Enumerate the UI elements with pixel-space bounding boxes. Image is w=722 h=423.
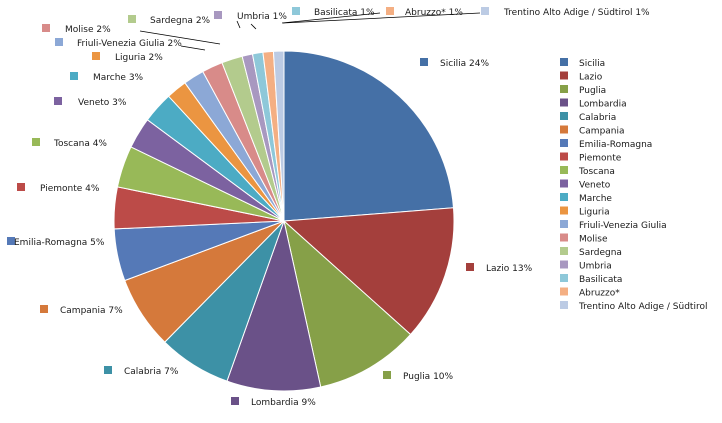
legend-swatch-liguria [560, 206, 568, 215]
legend-label-abruzzo: Abruzzo* [579, 289, 620, 299]
legend-label-molise: Molise [579, 235, 608, 245]
legend-swatch-toscana [560, 166, 568, 174]
legend-swatch-sardegna [560, 247, 568, 255]
legend-label-veneto: Veneto [579, 181, 611, 191]
leader-line-trentino-alto-adige-s-dtirol [282, 12, 481, 24]
legend-swatch-calabria [560, 112, 568, 120]
pie-slices [113, 50, 455, 392]
data-label-key-liguria [92, 52, 100, 60]
data-label-key-sicilia [420, 58, 428, 66]
legend-label-marche: Marche [579, 194, 612, 204]
legend-label-toscana: Toscana [578, 167, 615, 177]
legend-swatch-sicilia [560, 58, 568, 66]
legend-swatch-friuli-venezia-giulia [560, 220, 568, 228]
pie-slice-sicilia [283, 50, 455, 222]
legend-label-lombardia: Lombardia [579, 100, 627, 110]
leader-line-abruzzo [281, 12, 381, 24]
legend: Sicilia Lazio Puglia Lombardia Calabria Campa… [560, 58, 707, 312]
legend-label-liguria: Liguria [579, 208, 610, 218]
legend-swatch-basilicata [560, 274, 568, 282]
data-label-campania: Campania 7% [60, 306, 123, 316]
legend-swatch-trentino-alto-adige-s-dtirol [560, 301, 568, 309]
legend-label-trentino-alto-adige-s-dtirol: Trentino Alto Adige / Südtirol [578, 302, 707, 312]
leader-line-basilicata [250, 23, 257, 30]
data-label-key-toscana [32, 138, 40, 146]
data-label-lazio: Lazio 13% [486, 264, 533, 274]
leader-line-molise [139, 30, 221, 45]
data-label-piemonte: Piemonte 4% [40, 184, 100, 194]
legend-swatch-lombardia [560, 98, 568, 107]
data-label-key-abruzzo [386, 7, 394, 15]
legend-label-calabria: Calabria [579, 113, 616, 123]
legend-label-emilia-romagna: Emilia-Romagna [579, 140, 652, 150]
data-label-puglia: Puglia 10% [403, 372, 454, 382]
legend-swatch-abruzzo [560, 287, 568, 296]
data-label-veneto: Veneto 3% [78, 98, 127, 108]
legend-swatch-veneto [560, 179, 568, 188]
data-label-key-piemonte [17, 183, 25, 191]
legend-swatch-campania [560, 125, 568, 134]
data-label-key-umbria [214, 11, 222, 19]
data-label-key-veneto [54, 97, 62, 105]
legend-label-piemonte: Piemonte [579, 154, 622, 164]
data-label-calabria: Calabria 7% [124, 367, 179, 377]
legend-label-basilicata: Basilicata [579, 275, 622, 285]
legend-swatch-molise [560, 233, 568, 242]
legend-swatch-lazio [560, 71, 568, 80]
data-label-key-emilia-romagna [7, 237, 15, 245]
data-label-key-campania [40, 305, 48, 313]
legend-swatch-marche [560, 193, 568, 201]
legend-label-sicilia: Sicilia [579, 59, 605, 69]
pie-slice-puglia [283, 219, 412, 388]
data-label-marche: Marche 3% [93, 73, 144, 83]
data-label-key-lazio [466, 263, 474, 271]
data-label-key-lombardia [231, 397, 239, 405]
legend-swatch-piemonte [560, 152, 568, 161]
leader-line-friuli-venezia-giulia [180, 45, 206, 51]
data-label-key-calabria [104, 366, 112, 374]
legend-swatch-emilia-romagna [560, 139, 568, 147]
data-label-key-basilicata [292, 7, 300, 15]
data-label-trentino-alto-adige-s-dtirol: Trentino Alto Adige / Südtirol 1% [503, 8, 650, 18]
data-label-toscana: Toscana 4% [53, 139, 107, 149]
pie-slice-lazio [282, 207, 455, 336]
data-label-sardegna: Sardegna 2% [150, 16, 211, 26]
data-labels: Sicilia 24% Lazio 13% Puglia 10% Lombardia … [7, 7, 650, 408]
legend-swatch-puglia [560, 85, 568, 93]
data-label-liguria: Liguria 2% [115, 53, 163, 63]
data-label-key-molise [42, 24, 50, 32]
data-label-emilia-romagna: Emilia-Romagna 5% [14, 238, 105, 248]
data-label-molise: Molise 2% [65, 25, 111, 35]
data-label-key-puglia [383, 371, 391, 379]
legend-label-lazio: Lazio [579, 73, 603, 83]
data-label-sicilia: Sicilia 24% [440, 59, 489, 69]
legend-label-friuli-venezia-giulia: Friuli-Venezia Giulia [579, 221, 667, 231]
data-label-key-trentino-alto-adige-s-dtirol [481, 7, 489, 15]
leader-line-umbria [236, 20, 241, 29]
legend-swatch-umbria [560, 260, 568, 269]
legend-label-umbria: Umbria [579, 262, 612, 272]
data-label-abruzzo: Abruzzo* 1% [405, 8, 463, 18]
leader-lines [139, 12, 481, 51]
data-label-key-friuli-venezia-giulia [55, 38, 63, 46]
data-label-lombardia: Lombardia 9% [251, 398, 316, 408]
pie-slice-trentino-alto-adige-s-dtirol [272, 50, 285, 222]
data-label-umbria: Umbria 1% [237, 12, 287, 22]
data-label-basilicata: Basilicata 1% [314, 8, 375, 18]
pie-slice-lombardia [226, 219, 322, 392]
data-label-key-marche [70, 72, 78, 80]
legend-label-puglia: Puglia [579, 86, 606, 96]
data-label-friuli-venezia-giulia: Friuli-Venezia Giulia 2% [77, 39, 182, 49]
legend-label-campania: Campania [579, 127, 625, 137]
legend-label-sardegna: Sardegna [579, 248, 622, 258]
data-label-key-sardegna [128, 15, 136, 23]
